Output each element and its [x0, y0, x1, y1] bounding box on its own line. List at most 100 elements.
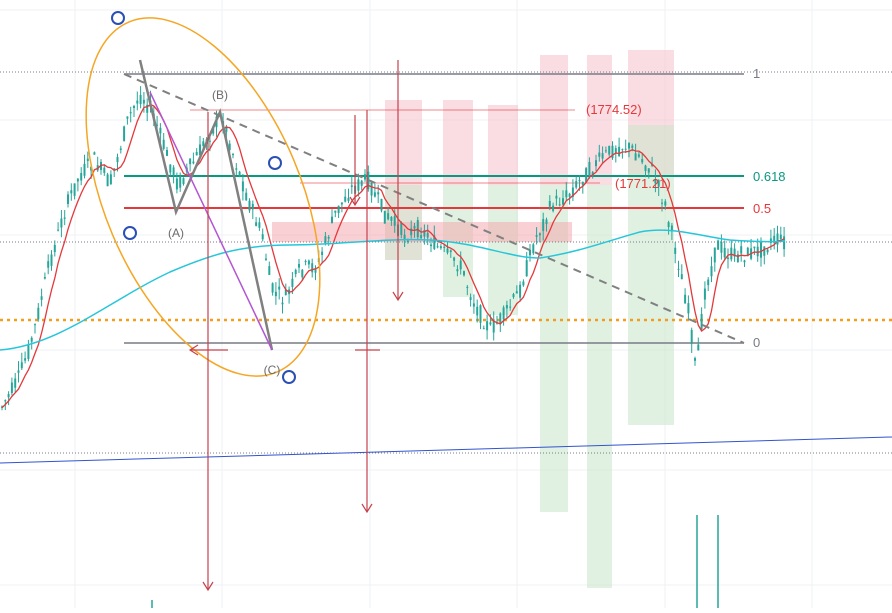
candle-body	[562, 198, 564, 205]
drag-handle-dot	[268, 156, 282, 170]
candle-body	[139, 95, 142, 105]
candle-body	[545, 219, 548, 225]
candle-body	[281, 302, 284, 305]
candle-body	[377, 192, 380, 195]
candle-body	[357, 179, 360, 191]
candle-body	[337, 205, 340, 214]
candle-body	[519, 284, 522, 298]
drawings-layer[interactable]	[39, 0, 745, 592]
candle-body	[472, 303, 475, 307]
candle-body	[334, 210, 337, 213]
candle-body	[321, 251, 324, 256]
candle-body	[228, 143, 231, 150]
candle-body	[284, 289, 287, 295]
moving-average-slow	[0, 229, 786, 351]
candle-body	[199, 144, 201, 156]
candle-body	[202, 141, 205, 147]
candle-body	[515, 291, 518, 294]
candle-body	[727, 257, 729, 259]
candle-body	[717, 240, 720, 250]
arrow-head	[392, 291, 404, 302]
candle-body	[661, 202, 663, 204]
candle-body	[146, 104, 149, 113]
candle-body	[248, 200, 251, 211]
shaded-zone	[443, 100, 473, 185]
candle-body	[769, 238, 772, 243]
candle-body	[697, 344, 700, 351]
candle-body	[499, 313, 502, 324]
candle-body	[4, 400, 7, 402]
candle-body	[241, 181, 244, 192]
candle-body	[103, 167, 106, 173]
candle-body	[413, 226, 416, 229]
candle-body	[763, 246, 766, 256]
candle-body	[703, 288, 706, 300]
candle-body	[50, 254, 53, 266]
candle-body	[420, 235, 423, 238]
candle-body	[311, 263, 314, 273]
candle-body	[261, 234, 264, 240]
candle-body	[166, 149, 168, 156]
candle-body	[588, 162, 591, 176]
candle-body	[568, 193, 571, 197]
candle-body	[505, 304, 508, 309]
candle-body	[331, 216, 333, 223]
candle-body	[674, 247, 677, 254]
wave-label-a: (A)	[168, 226, 184, 240]
candle-body	[575, 180, 578, 188]
candle-body	[611, 145, 614, 159]
candle-body	[773, 235, 776, 243]
candle-body	[430, 244, 432, 247]
candle-body	[548, 200, 551, 207]
candle-body	[723, 247, 726, 258]
candle-body	[766, 249, 769, 253]
candle-body	[571, 187, 574, 197]
candle-body	[624, 148, 627, 150]
candle-body	[423, 230, 426, 237]
shaded-zone	[587, 185, 612, 588]
candle-body	[245, 192, 248, 201]
candle-body	[393, 216, 396, 226]
candle-body	[746, 247, 749, 256]
arrow-head	[188, 344, 199, 356]
fib-level-label-1: 1	[753, 66, 760, 81]
candle-body	[585, 168, 588, 183]
candle-body	[486, 321, 489, 331]
candle-body	[298, 264, 300, 268]
candle-body	[86, 158, 89, 161]
candle-body	[278, 286, 281, 290]
candle-body	[400, 222, 403, 235]
candle-body	[628, 143, 630, 149]
shaded-zone	[488, 105, 518, 185]
candle-body	[680, 274, 683, 280]
horizontal-lines-layer	[0, 71, 892, 464]
candle-body	[529, 249, 531, 256]
candle-body	[360, 180, 363, 186]
candle-body	[83, 163, 86, 176]
candle-body	[53, 244, 56, 253]
candle-body	[684, 294, 687, 304]
candle-body	[614, 148, 617, 153]
candle-body	[637, 154, 640, 157]
candle-body	[512, 294, 515, 298]
candle-body	[10, 382, 13, 394]
candle-body	[350, 185, 353, 187]
candle-body	[426, 232, 429, 238]
candle-body	[258, 222, 261, 228]
labels-layer: 1 0.618 0.5 0 (A) (B) (C) (1774.52) (177…	[168, 66, 786, 377]
candle-body	[509, 306, 512, 308]
candle-body	[578, 179, 581, 182]
candle-body	[552, 205, 555, 211]
candle-body	[40, 296, 43, 300]
candle-body	[542, 219, 545, 231]
candle-body	[463, 271, 465, 276]
candle-body	[634, 153, 637, 161]
candle-body	[380, 198, 383, 211]
drag-handle-dot	[111, 11, 125, 25]
candle-body	[720, 241, 723, 253]
candle-body	[347, 197, 350, 201]
candle-body	[93, 152, 96, 155]
candle-body	[162, 139, 165, 149]
